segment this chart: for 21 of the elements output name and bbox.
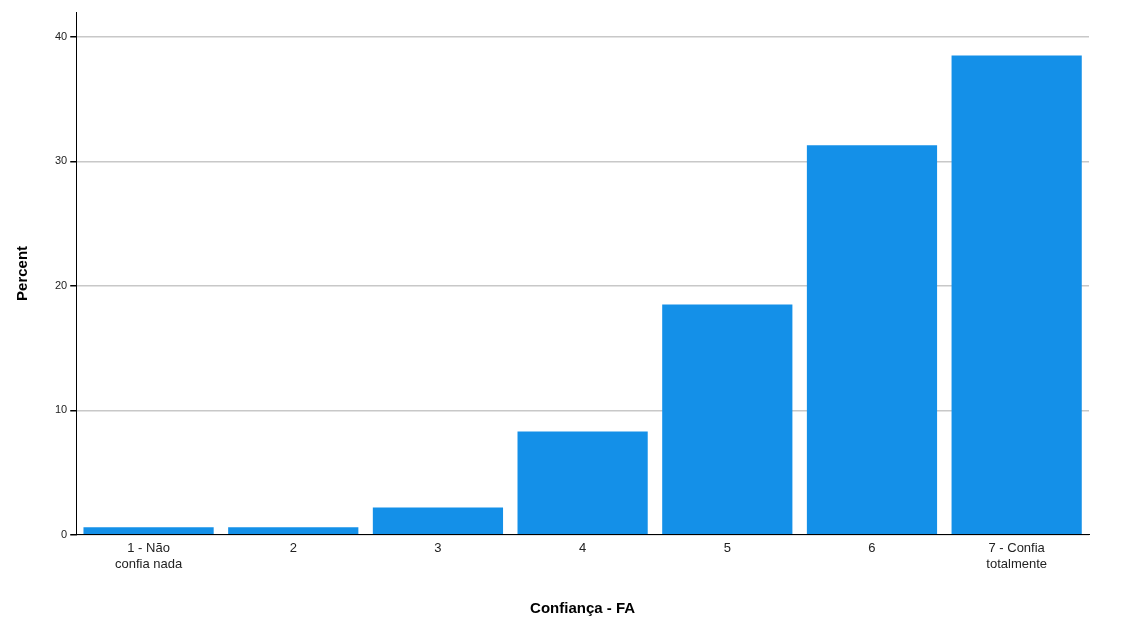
y-tick-label: 10 [54, 403, 68, 416]
x-tick-label: 4 [579, 540, 587, 556]
y-tick-label: 0 [61, 527, 68, 540]
x-tick-label: 3 [434, 540, 442, 556]
bar [806, 145, 938, 535]
x-tick-label: 5 [723, 540, 731, 556]
bar [951, 55, 1082, 535]
x-tick-label: 2 [289, 540, 297, 556]
y-axis-title: Percent [13, 245, 31, 301]
bar [83, 527, 214, 535]
bar [228, 527, 359, 535]
x-axis-title: Confiança - FA [530, 599, 636, 617]
bar [662, 304, 793, 535]
bar [372, 507, 504, 535]
y-tick-label: 30 [54, 154, 68, 167]
y-tick-label: 20 [54, 278, 68, 291]
x-tick-label: 6 [868, 540, 876, 556]
x-tick-label: 1 - Não confia nada [114, 540, 183, 571]
y-tick-label: 40 [54, 29, 68, 42]
x-tick-label: 7 - Confia totalmente [986, 540, 1048, 571]
bar [517, 431, 648, 535]
